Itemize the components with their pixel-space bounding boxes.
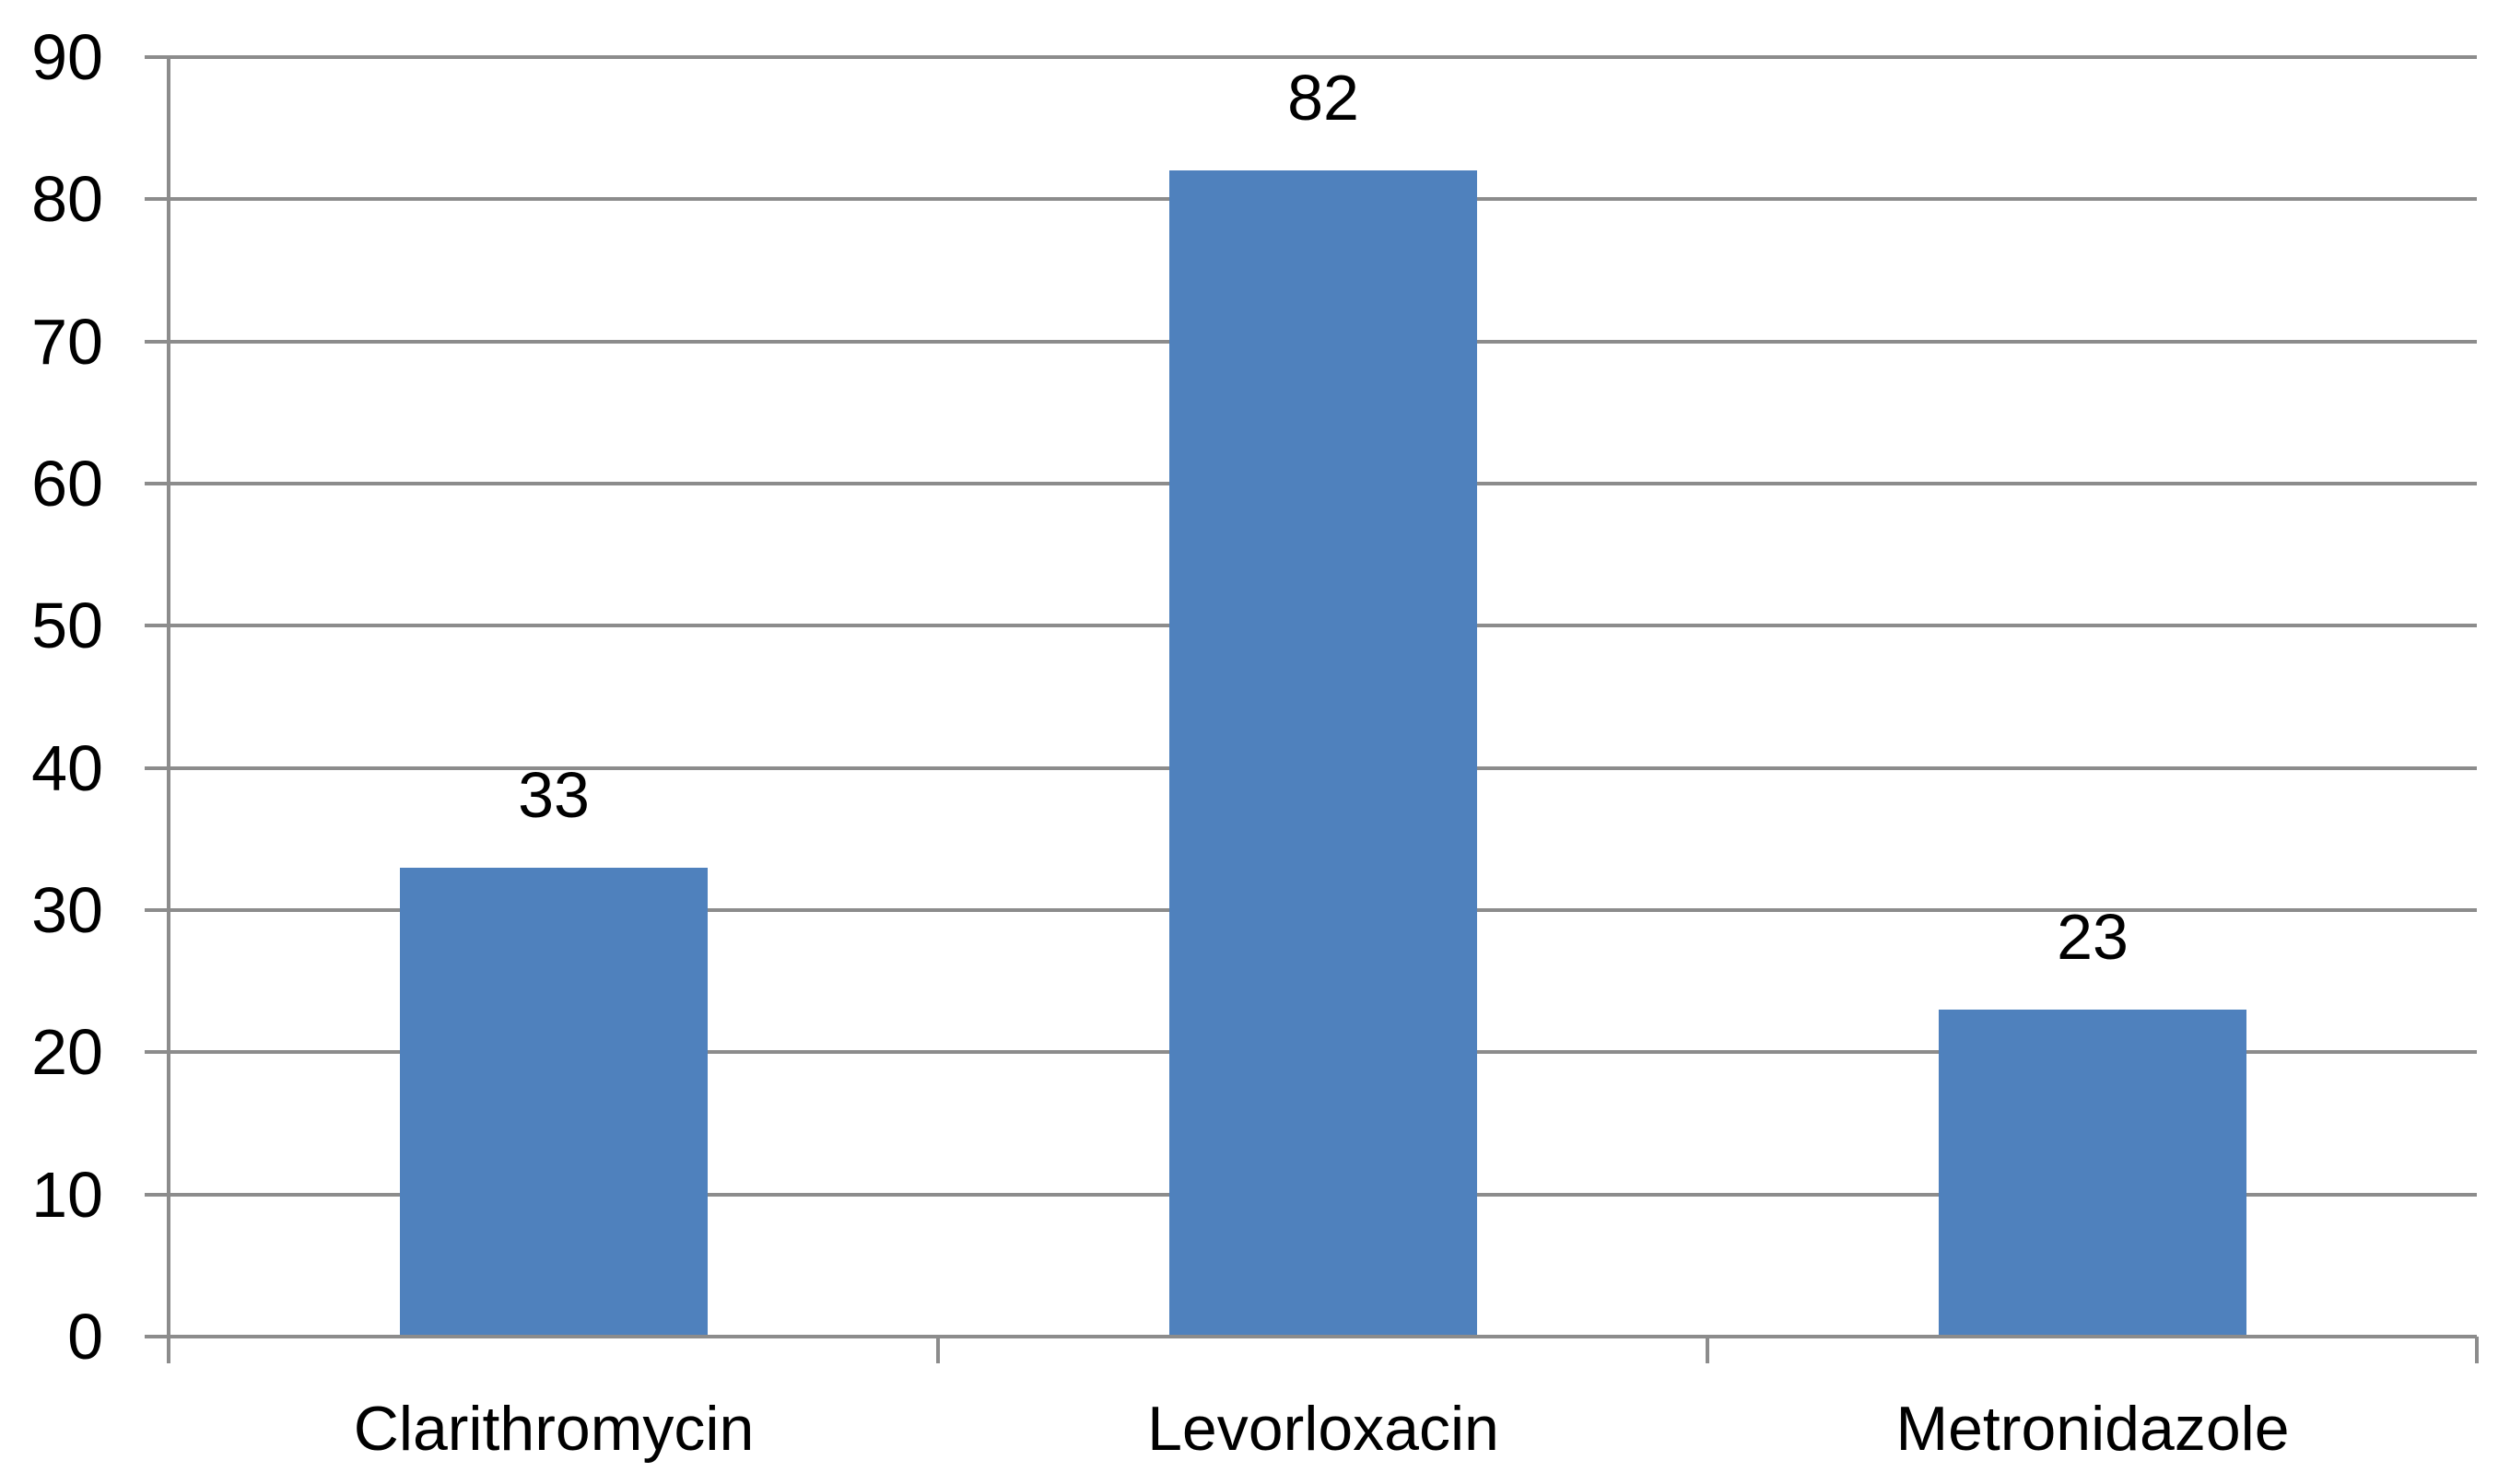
x-axis-category-label: Clarithromycin	[353, 1394, 755, 1464]
y-axis-line	[167, 57, 170, 1363]
y-tick-mark	[145, 482, 169, 485]
gridline	[169, 55, 2477, 59]
bar-levorloxacin	[1169, 170, 1477, 1337]
x-axis-line	[169, 1335, 2477, 1338]
x-axis-category-label: Levorloxacin	[1147, 1394, 1499, 1464]
y-axis-tick-label: 0	[67, 1301, 103, 1373]
y-tick-mark	[145, 197, 169, 201]
y-axis-tick-label: 50	[31, 590, 103, 661]
y-tick-mark	[145, 55, 169, 59]
y-axis-tick-label: 90	[31, 21, 103, 93]
y-tick-mark	[145, 1050, 169, 1054]
y-tick-mark	[145, 340, 169, 344]
x-tick-mark	[167, 1337, 170, 1363]
x-tick-mark	[2475, 1337, 2479, 1363]
y-axis-tick-label: 10	[31, 1159, 103, 1231]
y-tick-mark	[145, 624, 169, 627]
y-tick-mark	[145, 1193, 169, 1197]
x-axis-category-label: Metronidazole	[1895, 1394, 2290, 1464]
x-tick-mark	[936, 1337, 940, 1363]
y-tick-mark	[145, 1335, 169, 1338]
bar-clarithromycin	[400, 868, 708, 1337]
y-axis-tick-label: 80	[31, 163, 103, 235]
y-axis-tick-label: 30	[31, 874, 103, 946]
y-axis-tick-label: 20	[31, 1016, 103, 1088]
y-axis-tick-label: 40	[31, 732, 103, 804]
y-tick-mark	[145, 908, 169, 912]
data-label: 23	[2057, 901, 2129, 973]
x-tick-mark	[1706, 1337, 1709, 1363]
y-axis-tick-label: 60	[31, 448, 103, 520]
data-label: 82	[1287, 62, 1359, 134]
bar-metronidazole	[1939, 1010, 2246, 1337]
y-axis-tick-label: 70	[31, 306, 103, 378]
y-tick-mark	[145, 766, 169, 770]
data-label: 33	[518, 759, 590, 831]
